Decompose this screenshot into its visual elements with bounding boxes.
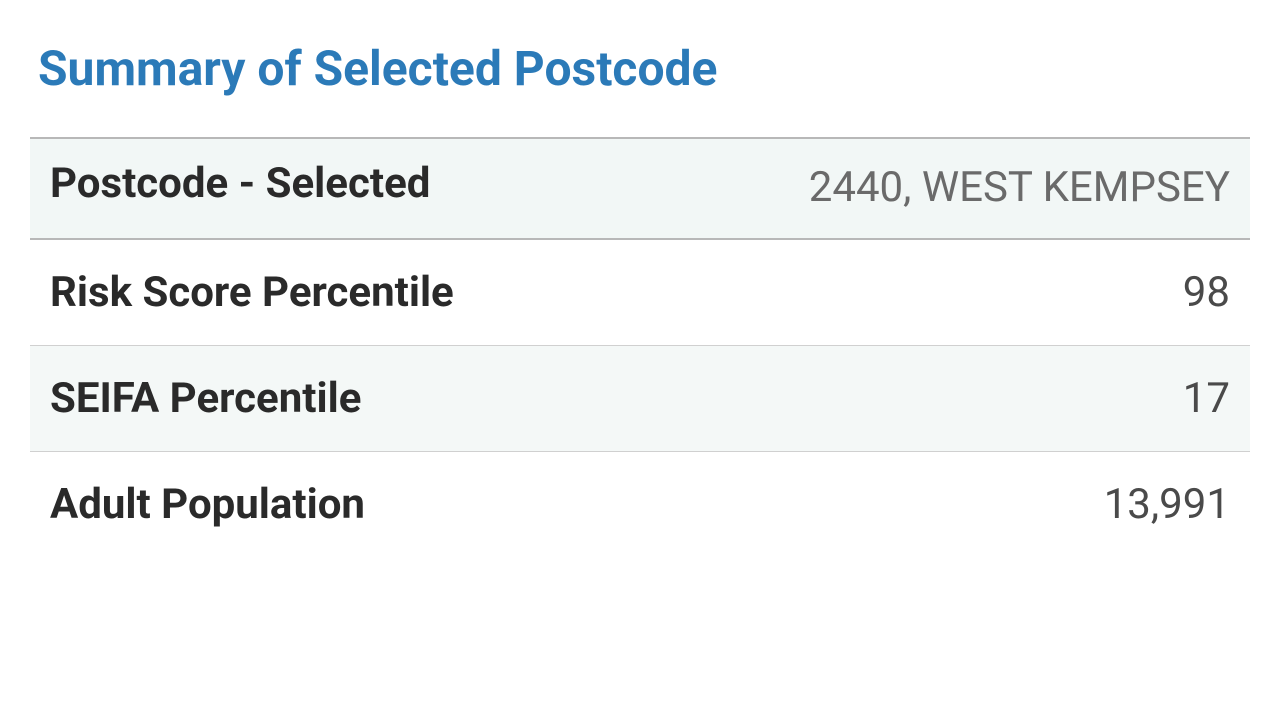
header-value: 2440, WEST KEMPSEY [809, 159, 1230, 218]
row-value: 17 [1183, 374, 1230, 423]
header-label: Postcode - Selected [50, 159, 430, 208]
table-header-row: Postcode - Selected 2440, WEST KEMPSEY [30, 139, 1250, 240]
row-label: Adult Population [50, 480, 365, 529]
table-row: Risk Score Percentile 98 [30, 240, 1250, 346]
table-row: Adult Population 13,991 [30, 452, 1250, 557]
row-label: SEIFA Percentile [50, 374, 361, 423]
summary-title: Summary of Selected Postcode [30, 40, 1250, 97]
table-row: SEIFA Percentile 17 [30, 346, 1250, 452]
row-value: 98 [1183, 268, 1230, 317]
row-value: 13,991 [1104, 480, 1230, 529]
summary-table: Postcode - Selected 2440, WEST KEMPSEY R… [30, 137, 1250, 557]
row-label: Risk Score Percentile [50, 268, 454, 317]
